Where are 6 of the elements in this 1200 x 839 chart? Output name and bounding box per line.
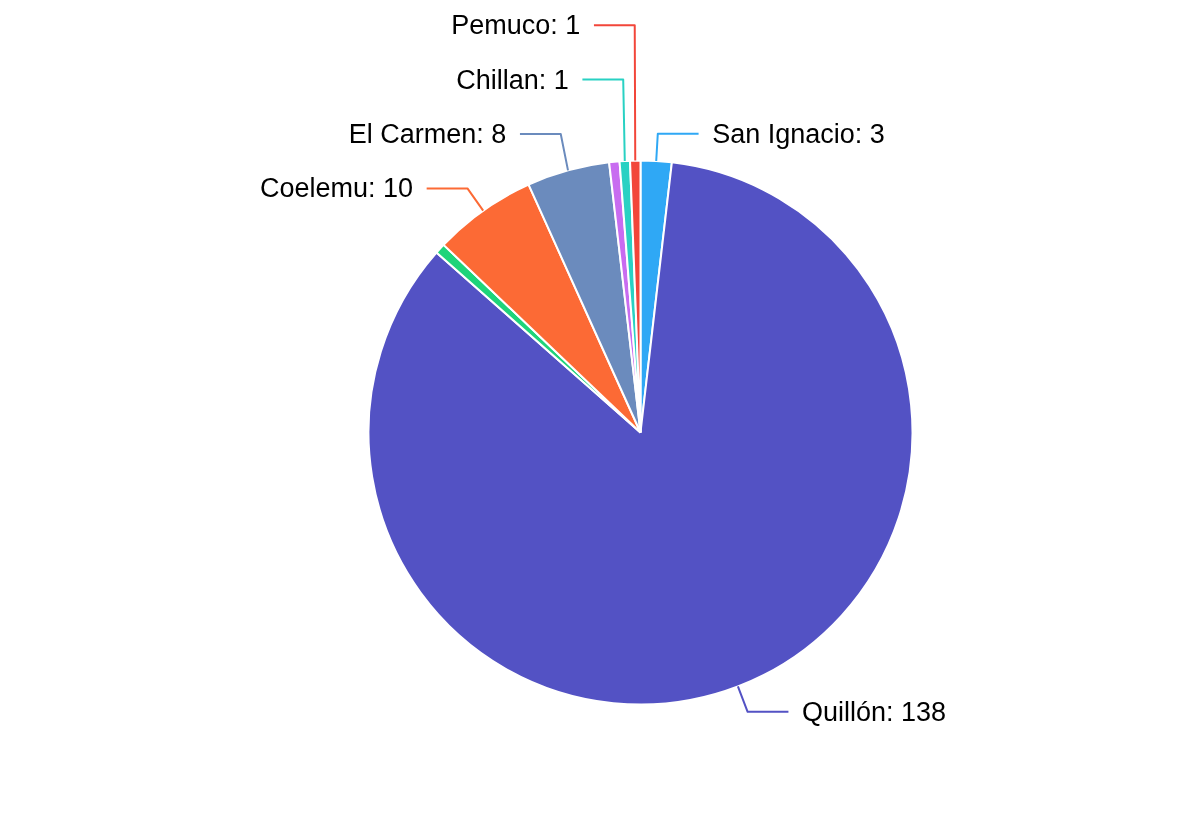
slice-label: Chillan: 1 [456, 64, 569, 95]
slice-label: San Ignacio: 3 [712, 118, 885, 149]
slice-label: Quillón: 138 [802, 696, 947, 727]
slice-label: Pemuco: 1 [451, 10, 581, 41]
slice-label: El Carmen: 8 [348, 119, 507, 150]
slice-label: Coelemu: 10 [259, 173, 414, 204]
